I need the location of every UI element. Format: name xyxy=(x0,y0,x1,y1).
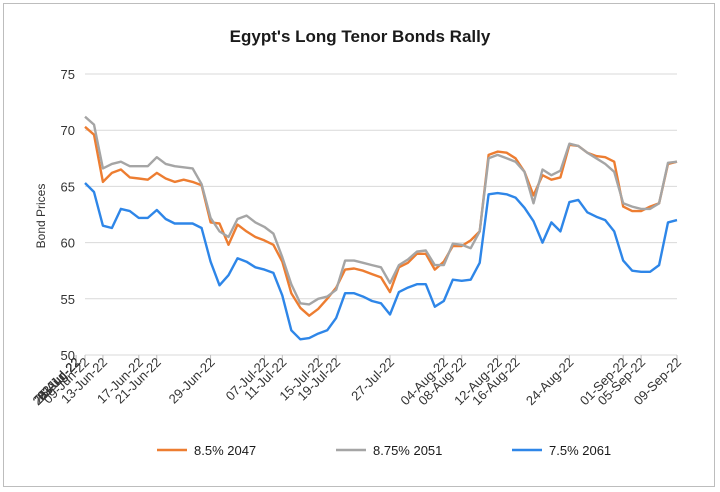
legend-label-2: 8.75% 2051 xyxy=(373,443,442,458)
series-lines xyxy=(84,115,678,341)
x-tick-label: 27-Jul-22 xyxy=(348,355,397,404)
legend-label-1: 8.5% 2047 xyxy=(194,443,256,458)
y-tick-label: 50 xyxy=(61,348,75,363)
y-tick-label: 55 xyxy=(61,292,75,307)
x-tick-label: 29-Jun-22 xyxy=(166,355,218,407)
y-axis-label: Bond Prices xyxy=(34,184,48,249)
y-tick-label: 60 xyxy=(61,236,75,251)
series-line-3 xyxy=(84,182,678,341)
x-axis-ticks: 09-Jun-2213-Jun-2217-Jun-2221-Jun-2225-J… xyxy=(30,355,685,409)
y-tick-label: 75 xyxy=(61,67,75,82)
y-tick-label: 65 xyxy=(61,179,75,194)
y-tick-label: 70 xyxy=(61,123,75,138)
chart-frame: Egypt's Long Tenor Bonds Rally Bond Pric… xyxy=(3,3,715,487)
y-axis-ticks: 50 55 60 65 70 75 xyxy=(61,67,75,363)
series-line-1 xyxy=(84,125,678,317)
chart-title: Egypt's Long Tenor Bonds Rally xyxy=(230,27,491,46)
x-tick-label: 24-Aug-22 xyxy=(523,355,577,409)
gridlines xyxy=(85,73,677,356)
legend-label-3: 7.5% 2061 xyxy=(549,443,611,458)
series-line-2 xyxy=(84,115,678,306)
line-chart: Egypt's Long Tenor Bonds Rally Bond Pric… xyxy=(30,27,685,458)
legend: 8.5% 2047 8.75% 2051 7.5% 2061 xyxy=(157,443,611,458)
